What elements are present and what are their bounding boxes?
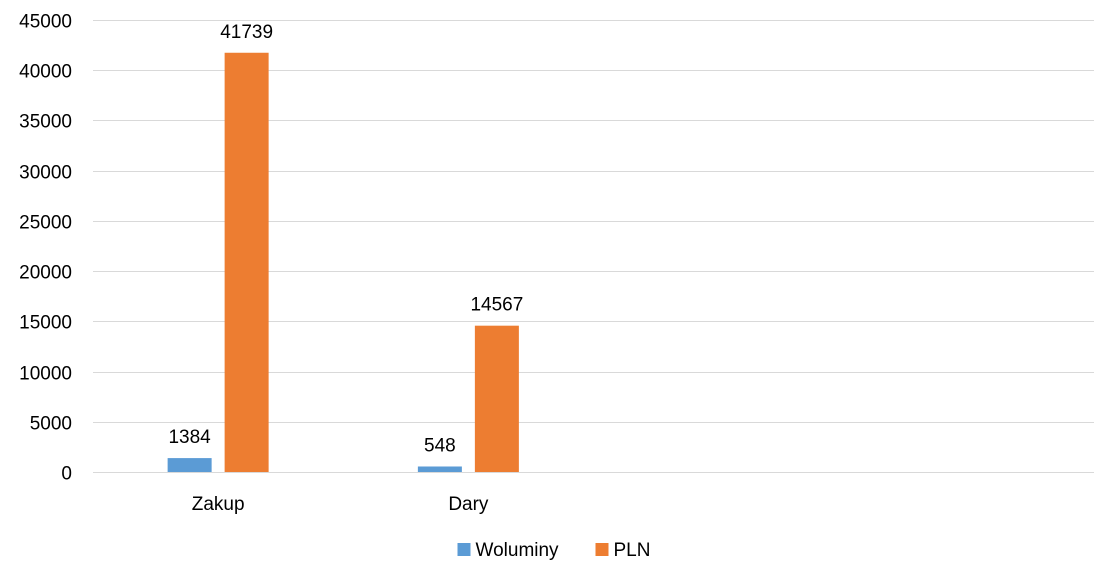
y-tick-label: 30000 [19,163,72,184]
x-tick-label: Dary [448,494,489,515]
legend-label: PLN [614,540,651,561]
y-tick-label: 15000 [19,313,72,334]
data-label: 41739 [220,22,273,43]
bars [167,52,519,472]
data-label: 1384 [168,427,211,448]
x-tick-label: Zakup [192,494,245,515]
legend-swatch [457,543,471,556]
bar-pln-zakup [224,52,269,472]
y-tick-label: 0 [61,464,72,485]
bar-woluminy-dary [417,466,462,472]
data-label: 14567 [470,295,523,316]
legend-label: Woluminy [476,540,560,561]
legend: Woluminy PLN [457,540,651,561]
bar-pln-dary [474,325,519,472]
y-tick-label: 25000 [19,213,72,234]
y-tick-label: 40000 [19,62,72,83]
legend-entry-pln: PLN [595,540,651,561]
y-tick-label: 35000 [19,112,72,133]
y-tick-label: 10000 [19,364,72,385]
legend-entry-woluminy: Woluminy [457,540,560,561]
y-tick-label: 20000 [19,263,72,284]
y-axis-ticks: 0 5000 10000 15000 20000 25000 30000 35000 40000… [19,12,72,485]
bar-woluminy-zakup [167,458,212,472]
x-axis-ticks: Zakup Dary [192,494,489,515]
data-labels: 1384 41739 548 14567 [168,22,523,457]
data-label: 548 [424,435,456,456]
y-tick-label: 5000 [30,414,72,435]
y-tick-label: 45000 [19,12,72,33]
legend-swatch [595,543,609,556]
